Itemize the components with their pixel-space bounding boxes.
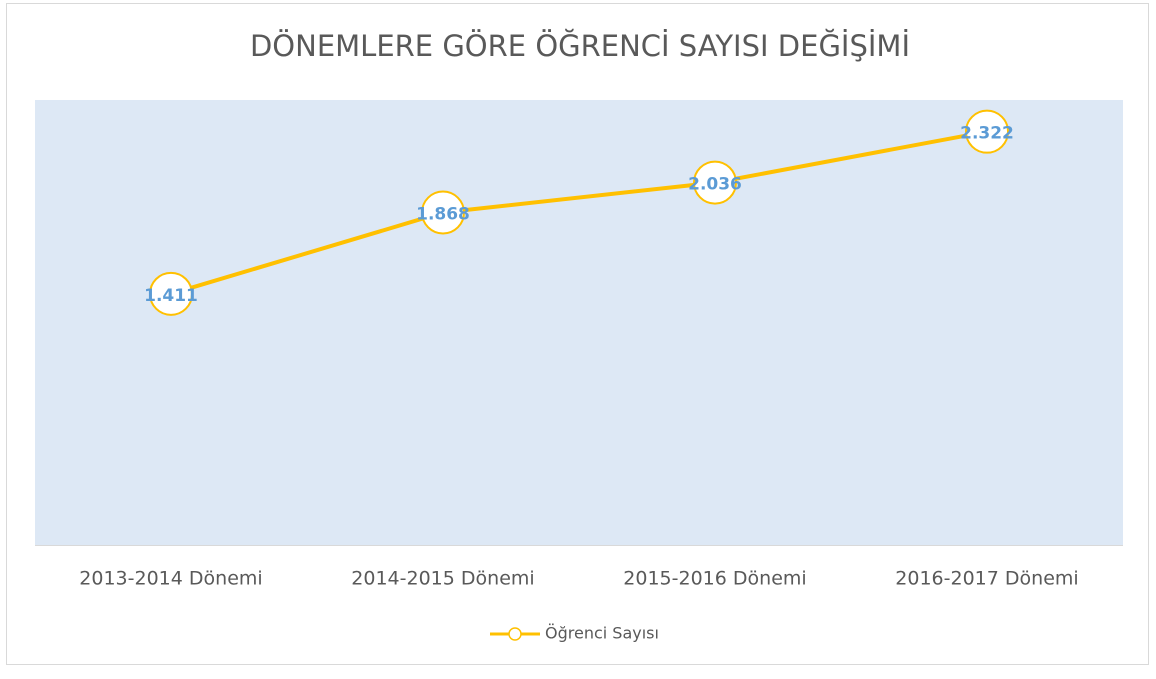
marker [421,190,465,235]
legend-label: Öğrenci Sayısı [545,624,659,643]
x-tick-label: 2014-2015 Dönemi [351,568,534,590]
chart-title: DÖNEMLERE GÖRE ÖĞRENCİ SAYISI DEĞİŞİMİ [250,29,910,63]
data-label: 2.322 [960,124,1014,144]
x-tick-label: 2013-2014 Dönemi [79,568,262,590]
plot-area [35,100,1123,545]
legend-marker [508,627,522,641]
x-tick-label: 2016-2017 Dönemi [895,568,1078,590]
marker [149,271,193,316]
data-label: 1.868 [416,204,470,224]
line [170,129,988,296]
data-label: 1.411 [144,286,198,306]
x-tick-label: 2015-2016 Dönemi [623,568,806,590]
marker [965,109,1009,154]
data-label: 2.036 [688,175,742,195]
marker [693,160,737,205]
